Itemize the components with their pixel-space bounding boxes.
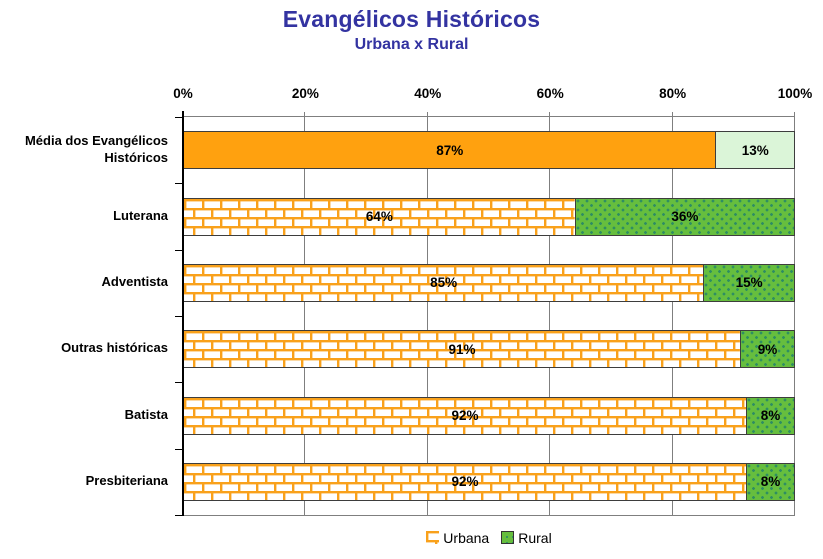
bar-value-label: 8%	[760, 474, 781, 490]
y-axis-tick-mark	[175, 515, 183, 516]
bar-value-label: 9%	[757, 341, 778, 357]
x-axis-tick-mark	[304, 112, 306, 122]
bar-value-label: 91%	[448, 341, 476, 357]
y-axis-label: Luterana	[113, 207, 168, 223]
bar-row: 91% 9%	[183, 330, 795, 369]
y-axis-tick-mark	[175, 448, 183, 450]
x-tick-label: 0%	[173, 86, 193, 101]
gridline	[304, 117, 306, 515]
bar-value-label: 64%	[365, 209, 393, 224]
bar-segment-urbana: 92%	[183, 462, 747, 501]
y-axis-tick-mark	[175, 117, 183, 118]
y-axis-label: Presbiteriana	[85, 473, 168, 489]
gridline	[794, 117, 795, 515]
legend-item-urbana: Urbana	[426, 530, 489, 546]
bar-row: 87% 13%	[183, 131, 795, 170]
plot-area: 87% 13% 64% 36% 85% 15% 91% 9% 92% 8% 92% 8%	[175, 111, 795, 516]
chart-subtitle: Urbana x Rural	[354, 36, 469, 53]
bar-segment-rural: 36%	[574, 197, 795, 236]
y-axis-tick-mark	[175, 382, 183, 384]
bar-segment-rural: 8%	[746, 396, 795, 435]
y-axis-category-labels: Média dos Evangélicos Históricos Luterana…	[0, 116, 176, 514]
urbana-brick-swatch-icon	[426, 531, 440, 544]
bar-row: 64% 36%	[183, 197, 795, 236]
x-tick-label: 40%	[414, 86, 442, 101]
brick-pattern-fill	[184, 264, 704, 301]
bar-value-label: 13%	[741, 142, 769, 158]
x-axis-tick-mark	[794, 112, 795, 122]
bar-segment-rural: 15%	[703, 263, 795, 302]
legend: Urbana Rural	[183, 529, 795, 546]
bar-value-label: 92%	[451, 408, 479, 423]
y-axis-line	[182, 111, 184, 516]
x-tick-label: 60%	[536, 86, 564, 101]
bar-value-label: 87%	[436, 142, 464, 158]
x-tick-label: 20%	[291, 86, 319, 101]
brick-pattern-fill	[184, 198, 575, 235]
legend-label-urbana: Urbana	[443, 529, 490, 546]
chart-title: Evangélicos Históricos	[282, 6, 541, 32]
y-axis-label: Batista	[124, 406, 168, 422]
brick-pattern-fill	[184, 397, 747, 434]
bar-segment-urbana: 85%	[183, 263, 704, 302]
gridline	[549, 117, 551, 515]
x-axis-tick-mark	[671, 112, 673, 122]
bar-segment-urbana: 87%	[183, 131, 716, 170]
bar-segment-rural: 8%	[746, 462, 795, 501]
gridline	[671, 117, 673, 515]
brick-pattern-fill	[184, 331, 740, 368]
x-tick-label: 80%	[659, 86, 687, 101]
bar-value-label: 85%	[430, 275, 458, 291]
x-tick-label: 100%	[777, 86, 813, 101]
y-axis-tick-mark	[175, 316, 183, 317]
bar-row: 92% 8%	[183, 462, 795, 501]
legend-item-rural: Rural	[501, 529, 552, 546]
y-axis-label: Outras históricas	[61, 340, 168, 356]
y-axis-tick-mark	[175, 249, 183, 251]
y-axis-tick-mark	[175, 183, 183, 185]
bar-segment-urbana: 91%	[183, 330, 740, 369]
bar-value-label: 15%	[735, 275, 763, 291]
y-axis-label: Média dos Evangélicos Históricos	[24, 132, 168, 166]
bar-row: 85% 15%	[183, 263, 795, 302]
bar-segment-rural: 9%	[739, 330, 795, 369]
brick-pattern-fill	[184, 463, 747, 500]
bar-segment-urbana: 92%	[183, 396, 747, 435]
y-axis-label: Adventista	[101, 274, 168, 290]
bar-segment-rural: 13%	[715, 131, 795, 170]
x-axis-tick-mark	[549, 112, 551, 122]
x-axis-tick-labels: 0% 20% 40% 60% 80% 100%	[0, 86, 823, 102]
x-axis-tick-mark	[426, 112, 428, 122]
bar-value-label: 36%	[671, 209, 699, 224]
bar-value-label: 92%	[451, 474, 479, 490]
gridline	[426, 117, 428, 515]
bar-segment-urbana: 64%	[183, 197, 575, 236]
bar-value-label: 8%	[760, 408, 781, 423]
legend-label-rural: Rural	[518, 529, 552, 546]
bar-row: 92% 8%	[183, 396, 795, 435]
rural-green-swatch-icon	[501, 531, 515, 544]
